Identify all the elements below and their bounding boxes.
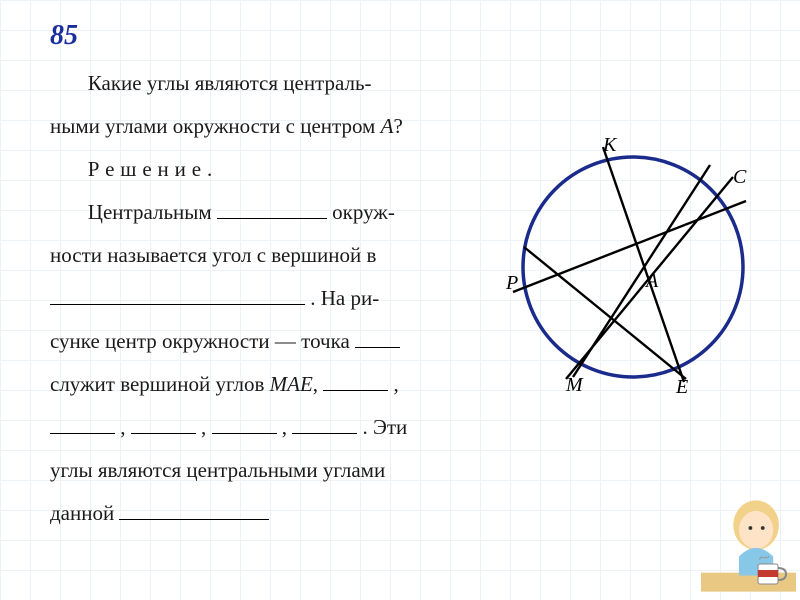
body-line-1: Центральным окруж- [50,191,470,234]
t3: ности называется угол с вершиной в [50,243,376,267]
body-line-6: , , , . Эти [50,406,470,449]
chord-2 [603,147,684,382]
t12: данной [50,501,119,525]
body-line-4: сунке центр окружности — точка [50,320,470,363]
blank-2 [50,285,305,305]
steam [760,556,769,560]
solution-label: Решение. [88,157,218,181]
question-line2: ными углами окружности с центром [50,114,381,138]
mug-icon [754,556,790,590]
problem-number: 85 [50,20,770,52]
t10: . Эти [357,415,407,439]
question-line2-row: ными углами окружности с центром A? [50,105,470,148]
t9b: , [196,415,212,439]
content-row: Какие углы являются централь- ными углам… [50,62,770,536]
center-label: A [381,114,394,138]
t9a: , [115,415,131,439]
solution-label-row: Решение. [50,148,470,191]
body-line-2: ности называется угол с вершиной в [50,234,470,277]
child-eye-l [749,526,753,530]
t6: служит вершиной углов [50,372,270,396]
body-line-5: служит вершиной углов MAE, , [50,363,470,406]
point-label-C: C [733,166,747,188]
blank-4 [323,371,388,391]
child-eye-r [761,526,765,530]
t4: . На ри- [310,286,379,310]
t9c: , [277,415,293,439]
blank-7 [212,414,277,434]
blank-9 [119,501,269,521]
chord-4 [524,247,686,379]
t1: Центральным [88,200,217,224]
body-line-3: . На ри- [50,277,470,320]
point-label-K: K [602,134,618,156]
question-para: Какие углы являются централь- [50,62,470,105]
blank-6 [131,414,196,434]
blank-3 [355,328,400,348]
t7: , [313,372,324,396]
body-line-8: данной [50,492,470,535]
chord-0 [513,201,746,292]
chord-3 [573,165,710,377]
child-face [739,511,773,549]
blank-5 [50,414,115,434]
circle-diagram: K C P A M E [488,117,778,417]
mug-band [758,570,778,577]
question-line1: Какие углы являются централь- [88,71,372,95]
angle1: MAE [270,372,313,396]
figure-column: K C P A M E [488,62,778,536]
point-label-E: E [675,376,688,398]
qmark: ? [393,114,402,138]
t2: окруж- [327,200,395,224]
blank-1 [217,199,327,219]
t8: , [388,372,399,396]
t11: углы являются центральными углами [50,458,385,482]
mug-handle [778,568,786,580]
text-column: Какие углы являются централь- ными углам… [50,62,470,536]
blank-8 [292,414,357,434]
t5: сунке центр окружности — точка [50,329,355,353]
point-label-A: A [644,270,659,292]
point-label-P: P [505,272,518,294]
body-line-7: углы являются центральными углами [50,449,470,492]
point-label-M: M [565,374,584,396]
